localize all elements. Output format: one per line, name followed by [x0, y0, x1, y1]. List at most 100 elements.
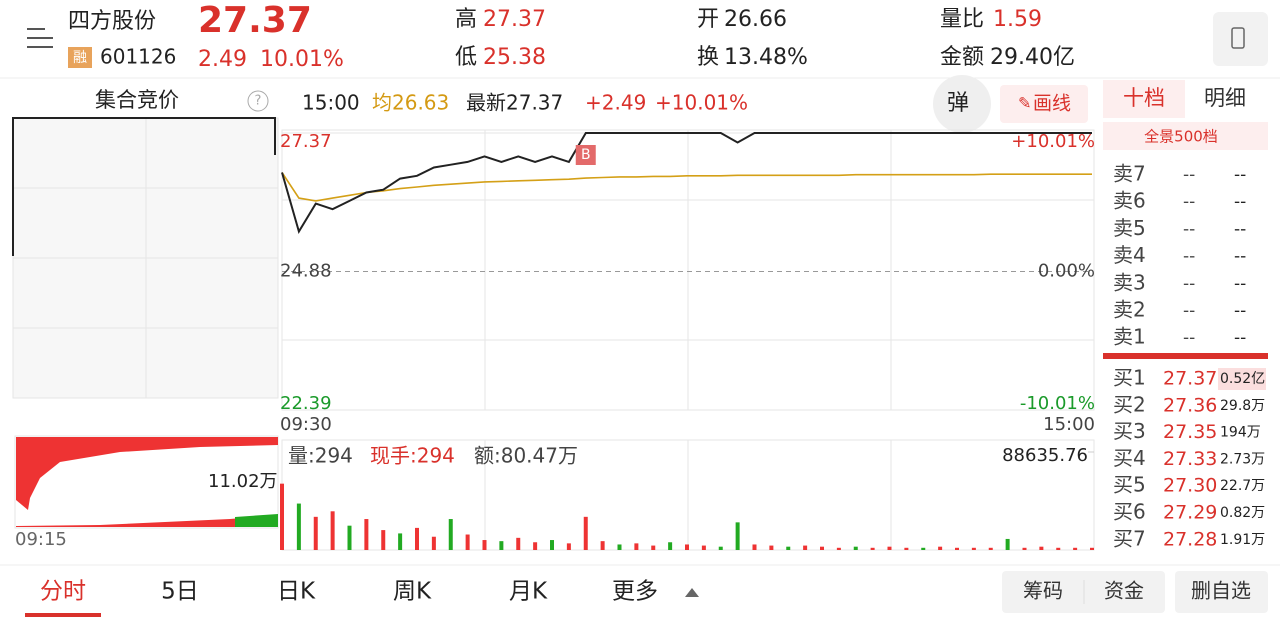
- volume-bar: [347, 525, 352, 550]
- buy-label: 买1: [1113, 366, 1146, 390]
- buy-label: 买4: [1113, 446, 1146, 470]
- volume-bar: [296, 503, 301, 550]
- volume-bar: [701, 545, 706, 550]
- more-arrow[interactable]: [685, 588, 699, 597]
- volume-bar: [448, 519, 453, 550]
- volume-bar: [431, 536, 436, 550]
- buy-label: 买5: [1113, 473, 1146, 497]
- buy-label: 买7: [1113, 526, 1146, 550]
- y-tick-label: 22.39: [280, 393, 332, 414]
- volume-bar: [566, 543, 571, 550]
- sell-volume: --: [1234, 328, 1246, 348]
- volume-info: 额:80.47万: [474, 444, 578, 468]
- change-pct: 10.01%: [260, 47, 344, 72]
- panorama-bg[interactable]: [1103, 122, 1268, 150]
- buy-price: 27.30: [1163, 475, 1217, 497]
- action-button[interactable]: 筹码: [1023, 579, 1063, 603]
- action-button[interactable]: 删自选: [1191, 579, 1251, 603]
- sell-volume: --: [1234, 247, 1246, 267]
- avg: 均26.63: [372, 91, 449, 115]
- volume-bar: [651, 545, 656, 550]
- tab[interactable]: 日K: [277, 579, 316, 605]
- code: 601126: [100, 45, 176, 69]
- sell-price: --: [1183, 165, 1195, 185]
- buy-price: 27.28: [1163, 528, 1217, 550]
- volume-bar: [1005, 538, 1010, 550]
- turnover: 13.48%: [724, 45, 808, 70]
- volume-bar: [988, 547, 993, 550]
- book-tab[interactable]: 明细: [1204, 86, 1246, 110]
- y-tick-label: 27.37: [280, 131, 332, 152]
- pct-label: +10.01%: [1011, 131, 1095, 152]
- left-volume: 11.02万: [208, 471, 278, 492]
- sell-price: --: [1183, 219, 1195, 239]
- volume-bar: [516, 537, 521, 550]
- buy-volume: 0.52亿: [1220, 371, 1265, 387]
- sell-price: --: [1183, 328, 1195, 348]
- help-circle[interactable]: [247, 90, 269, 112]
- buy1-highlight: [1218, 368, 1266, 390]
- amount-label: 金额: [940, 45, 984, 70]
- badge: 融: [73, 50, 87, 66]
- header-change: +2.49: [585, 91, 646, 115]
- sell-volume: --: [1234, 301, 1246, 321]
- sell-label: 卖3: [1113, 270, 1146, 294]
- volume-bar: [1039, 546, 1044, 550]
- volume-bar: [499, 541, 504, 550]
- tab[interactable]: 周K: [393, 579, 432, 605]
- volume-bar: [533, 542, 538, 550]
- menu-icon[interactable]: [27, 28, 53, 48]
- phone-icon: [1231, 27, 1245, 49]
- turnover-label: 换: [697, 45, 719, 70]
- sell-price: --: [1183, 274, 1195, 294]
- landscape-button[interactable]: [1213, 12, 1268, 66]
- tab[interactable]: 分时: [40, 579, 86, 605]
- high-label: 高: [455, 7, 477, 32]
- time: 15:00: [302, 91, 360, 115]
- volume-bar: [904, 547, 909, 550]
- pop-button[interactable]: [933, 75, 991, 133]
- sell-price: --: [1183, 247, 1195, 267]
- volume-bar: [313, 516, 318, 550]
- volume-bar: [364, 519, 369, 550]
- active-underline: [25, 613, 101, 617]
- volume-bar: [398, 533, 403, 550]
- sell-label: 卖2: [1113, 298, 1146, 322]
- draw: 画线: [1033, 93, 1071, 115]
- volume-bar: [735, 522, 740, 550]
- tab[interactable]: 更多: [612, 579, 658, 605]
- volume-bar: [465, 534, 470, 550]
- sell-price: --: [1183, 192, 1195, 212]
- buy-volume: 1.91万: [1220, 532, 1265, 548]
- volume-max: 88635.76: [1002, 445, 1088, 466]
- latest: 最新27.37: [466, 91, 563, 115]
- low: 25.38: [483, 45, 546, 70]
- volume-bar: [668, 542, 673, 550]
- volume-bar: [1090, 547, 1094, 550]
- volume-bar: [600, 541, 605, 550]
- tab[interactable]: 5日: [161, 579, 199, 605]
- volume-bar: [887, 546, 892, 550]
- volume-bar: [803, 545, 808, 550]
- buy-price: 27.29: [1163, 502, 1217, 524]
- badge-bg: [68, 47, 92, 68]
- left-time: 09:15: [15, 529, 67, 550]
- change: 2.49: [198, 47, 247, 72]
- buy-label: 买3: [1113, 419, 1146, 443]
- book-tab[interactable]: 十档: [1123, 86, 1165, 110]
- button-bg: [1175, 571, 1268, 613]
- buy-label: 买2: [1113, 392, 1146, 416]
- buy-price: 27.33: [1163, 448, 1217, 470]
- volume-bar: [1056, 547, 1061, 550]
- book-divider: [1103, 353, 1268, 359]
- volume-bar: [550, 540, 554, 550]
- action-button[interactable]: 资金: [1104, 579, 1144, 603]
- tab[interactable]: 月K: [509, 579, 548, 605]
- volume-bar: [769, 545, 774, 550]
- sell-label: 卖4: [1113, 243, 1146, 267]
- draw-button[interactable]: [1000, 85, 1088, 123]
- open-label: 开: [697, 7, 719, 32]
- buy-price: 27.35: [1163, 421, 1217, 443]
- help: ?: [255, 94, 262, 109]
- volume-bar: [836, 547, 841, 550]
